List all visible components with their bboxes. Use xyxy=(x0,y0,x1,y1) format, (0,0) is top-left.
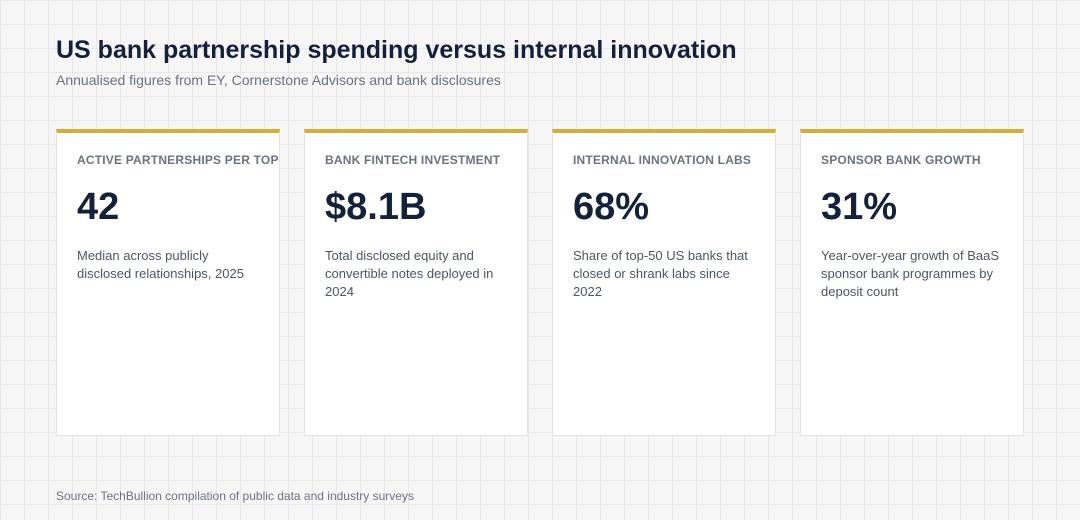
stat-card-value: 68% xyxy=(573,186,650,228)
stat-card-investment: BANK FINTECH INVESTMENT $8.1B Total disc… xyxy=(304,129,528,436)
stat-card-value: 31% xyxy=(821,186,898,228)
stat-card-innovation-labs: INTERNAL INNOVATION LABS 68% Share of to… xyxy=(552,129,776,436)
stat-card-sponsor-growth: SPONSOR BANK GROWTH 31% Year-over-year g… xyxy=(800,129,1024,436)
page-title: US bank partnership spending versus inte… xyxy=(56,36,737,64)
stat-card-description: Year-over-year growth of BaaS sponsor ba… xyxy=(821,248,1000,299)
stat-cards: ACTIVE PARTNERSHIPS PER TOP-20 BANK 42 M… xyxy=(56,129,1024,436)
stat-card-description: Share of top-50 US banks that closed or … xyxy=(573,248,748,299)
source-note: Source: TechBullion compilation of publi… xyxy=(56,489,414,503)
stat-card-label: INTERNAL INNOVATION LABS xyxy=(573,153,752,167)
stat-card-label: SPONSOR BANK GROWTH xyxy=(821,153,981,167)
page-subtitle: Annualised figures from EY, Cornerstone … xyxy=(56,72,501,88)
stat-card-label: BANK FINTECH INVESTMENT xyxy=(325,153,501,167)
stat-card-label: ACTIVE PARTNERSHIPS PER TOP-20 BANK xyxy=(77,153,279,167)
stat-card-description: Median across publicly disclosed relatio… xyxy=(77,248,244,281)
stat-card-value: $8.1B xyxy=(325,186,427,228)
stat-card-value: 42 xyxy=(77,186,120,228)
stat-card-partnerships: ACTIVE PARTNERSHIPS PER TOP-20 BANK 42 M… xyxy=(56,129,280,436)
stat-card-description: Total disclosed equity and convertible n… xyxy=(325,248,494,299)
